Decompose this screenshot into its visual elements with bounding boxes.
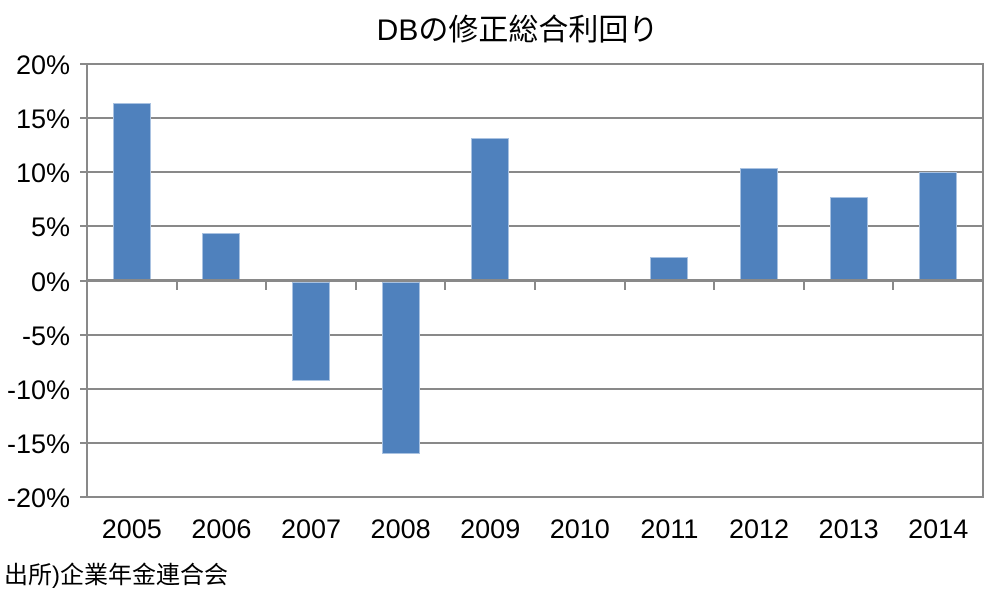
gridline bbox=[87, 387, 983, 390]
x-axis-label: 2009 bbox=[460, 514, 521, 544]
x-axis-tick bbox=[892, 281, 895, 290]
bar-2012 bbox=[740, 167, 778, 281]
y-axis-label: 10% bbox=[15, 158, 70, 189]
y-axis-label: -20% bbox=[6, 483, 70, 513]
y-axis-tick bbox=[80, 441, 87, 444]
x-axis-label: 2006 bbox=[191, 514, 252, 544]
y-axis-label: 0% bbox=[30, 266, 70, 297]
x-axis-tick bbox=[623, 281, 626, 290]
gridline bbox=[87, 496, 983, 498]
bar-2014 bbox=[919, 172, 958, 281]
bar-2005 bbox=[112, 102, 151, 281]
gridline bbox=[87, 441, 983, 444]
y-axis-label: 15% bbox=[15, 104, 70, 135]
gridline bbox=[87, 171, 983, 174]
chart-title: DBの修正総合利回り bbox=[376, 14, 659, 47]
y-axis-tick bbox=[80, 333, 87, 336]
y-axis-label: -5% bbox=[21, 320, 70, 351]
x-axis-tick bbox=[982, 281, 984, 290]
x-axis-tick bbox=[444, 281, 447, 290]
y-axis-tick bbox=[80, 387, 87, 390]
source-note: 出所)企業年金連合会 bbox=[4, 562, 228, 589]
x-axis-tick bbox=[354, 281, 357, 290]
y-axis-tick bbox=[80, 225, 87, 228]
bar-2013 bbox=[829, 197, 868, 281]
y-axis-tick bbox=[80, 117, 87, 120]
y-axis-tick bbox=[80, 171, 87, 174]
x-axis-label: 2008 bbox=[370, 514, 431, 544]
y-axis-label: -10% bbox=[6, 374, 70, 405]
y-axis-tick bbox=[80, 63, 87, 65]
x-axis-label: 2013 bbox=[818, 514, 879, 544]
plot-border-right bbox=[982, 63, 984, 498]
bar-2006 bbox=[202, 232, 241, 281]
gridline bbox=[87, 333, 983, 336]
x-axis-label: 2011 bbox=[640, 514, 699, 544]
y-axis-tick bbox=[80, 279, 87, 282]
y-axis-label: 5% bbox=[30, 212, 70, 243]
x-axis-label: 2007 bbox=[280, 514, 342, 544]
x-axis-tick bbox=[534, 281, 536, 290]
gridline bbox=[87, 117, 983, 120]
y-axis-label: 20% bbox=[15, 50, 70, 80]
x-axis-tick bbox=[86, 281, 88, 290]
y-axis-tick bbox=[80, 496, 87, 498]
x-axis-label: 2014 bbox=[908, 514, 969, 544]
y-axis-label: -15% bbox=[6, 428, 70, 459]
bar-2011 bbox=[650, 256, 689, 281]
bar-2008 bbox=[381, 282, 420, 455]
x-axis-tick bbox=[265, 281, 268, 290]
bar-2007 bbox=[292, 282, 330, 381]
x-axis-label: 2012 bbox=[728, 514, 790, 544]
x-axis-tick bbox=[713, 281, 716, 290]
x-axis-tick bbox=[802, 281, 805, 290]
x-axis-label: 2010 bbox=[549, 514, 610, 544]
x-axis-tick bbox=[175, 281, 178, 290]
bar-2009 bbox=[471, 137, 510, 281]
gridline bbox=[87, 225, 983, 228]
zero-axis-line bbox=[87, 279, 983, 282]
gridline bbox=[87, 63, 983, 65]
x-axis-label: 2005 bbox=[101, 514, 162, 544]
